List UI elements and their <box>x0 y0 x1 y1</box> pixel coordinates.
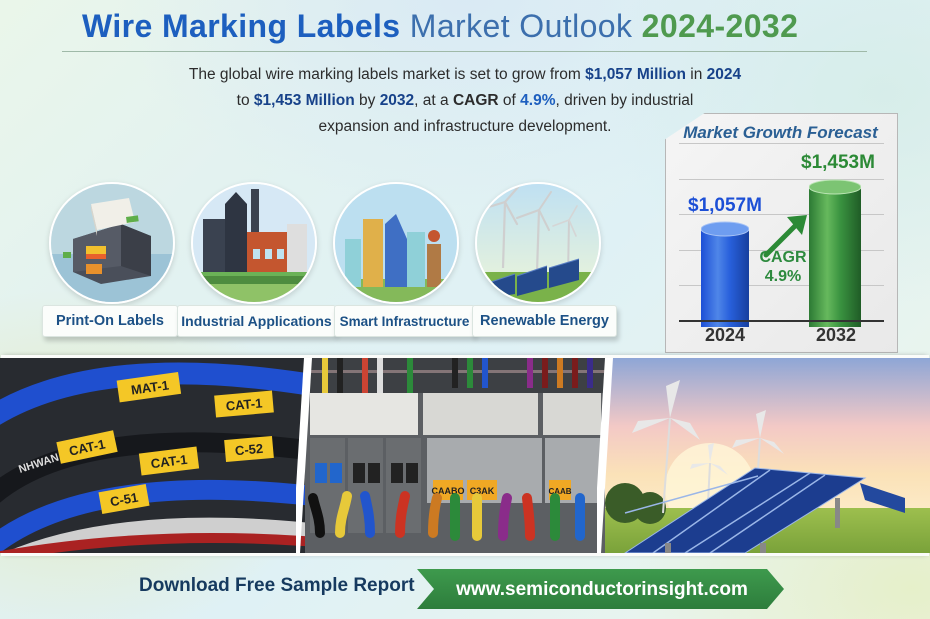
svg-text:CAT-1: CAT-1 <box>225 395 263 413</box>
svg-text:www.semiconductorinsight.com: www.semiconductorinsight.com <box>455 579 748 600</box>
svg-text:C-52: C-52 <box>234 441 263 458</box>
